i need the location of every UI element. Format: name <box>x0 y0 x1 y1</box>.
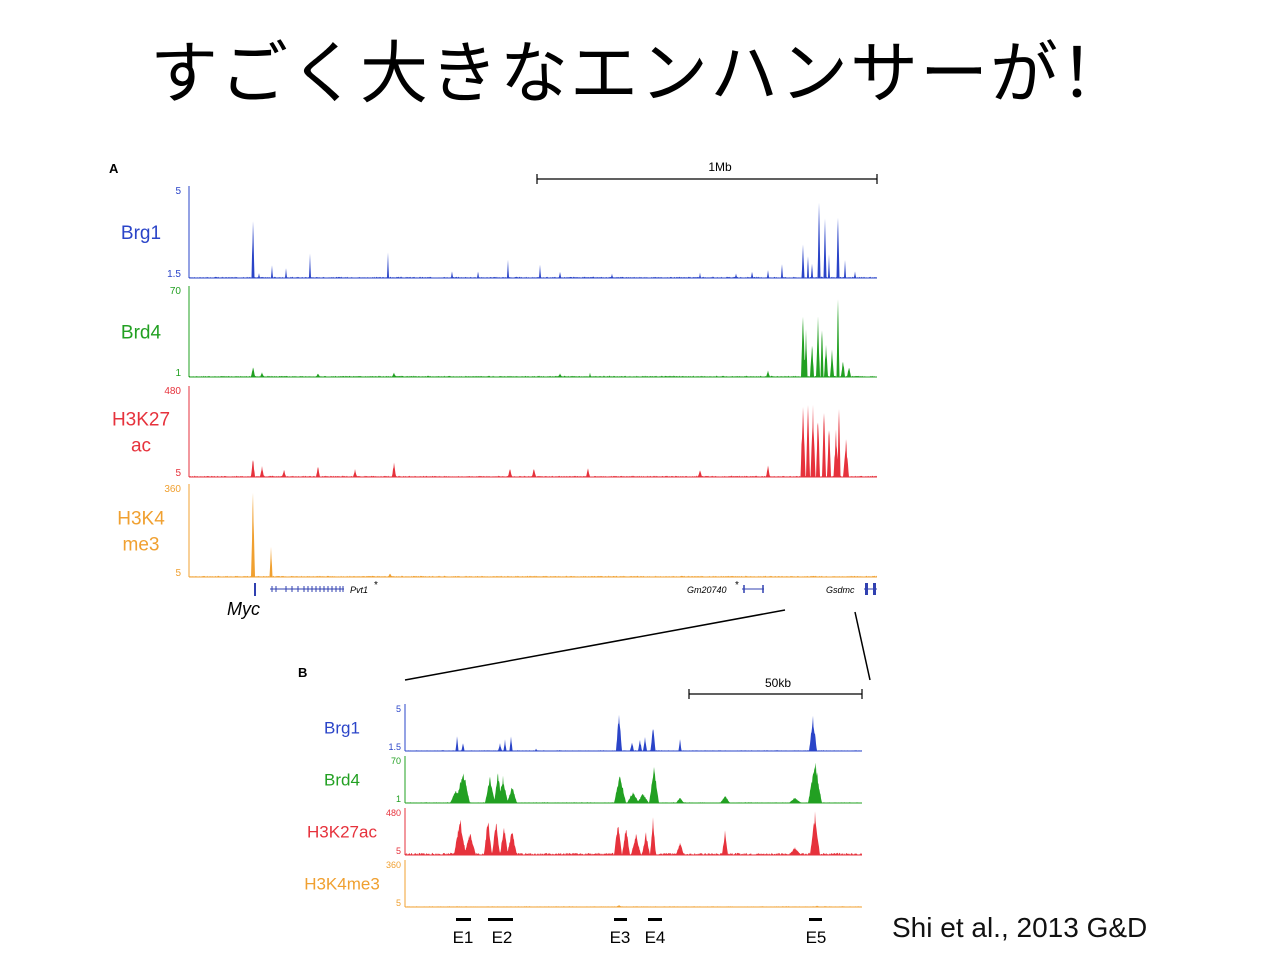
panel-b: B 50kb 5 1.5 Brg1 70 1 Brd4 480 5 H3K27ac 360 5… <box>298 665 863 947</box>
track-b-brd4: 70 1 Brd4 <box>324 756 862 804</box>
track-label-b-3: H3K4me3 <box>304 875 380 894</box>
scale-label-b: 50kb <box>765 676 791 690</box>
signal-a-2 <box>189 404 877 477</box>
ymax-a-1: 70 <box>170 286 182 297</box>
track-a-brg1: 5 1.5 Brg1 <box>121 186 877 280</box>
slide-title: すごく大きなエンハンサーが！ <box>149 35 1130 114</box>
signal-a-3 <box>189 492 877 577</box>
citation: Shi et al., 2013 G&D <box>892 912 1148 943</box>
track-label-b-0: Brg1 <box>324 719 360 738</box>
gene-gm20740-star: * <box>735 580 739 591</box>
track-b-brg1: 5 1.5 Brg1 <box>324 704 862 752</box>
signal-b-0 <box>405 714 862 751</box>
panel-a-label: A <box>109 161 119 176</box>
panel-b-label: B <box>298 665 307 680</box>
signal-a-0 <box>189 202 877 278</box>
track-label-a-3-1: me3 <box>123 535 160 556</box>
gene-gsdmc-label: Gsdmc <box>826 585 855 595</box>
track-b-h3k27ac: 480 5 H3K27ac <box>307 808 862 856</box>
track-label-a-2-1: ac <box>131 436 151 457</box>
zoom-line-right <box>854 611 871 681</box>
track-label-a-3-0: H3K4 <box>117 509 165 530</box>
enhancer-e2: E2 <box>492 928 513 947</box>
ymax-a-0: 5 <box>175 186 181 197</box>
track-label-a-2-0: H3K27 <box>112 410 170 431</box>
track-label-a-1: Brd4 <box>121 323 162 344</box>
panel-a: A 1Mb 5 1.5 Brg1 70 1 Brd4 480 5 H3K27 ac 360 5 H… <box>109 160 878 619</box>
ymax-b-2: 480 <box>386 808 401 818</box>
enhancer-e5: E5 <box>806 928 827 947</box>
signal-b-3 <box>405 905 862 907</box>
ymax-b-0: 5 <box>396 704 401 714</box>
signal-b-2 <box>405 811 862 855</box>
gene-pvt1-label: Pvt1 <box>350 585 368 595</box>
track-label-b-1: Brd4 <box>324 771 360 790</box>
ymax-a-2: 480 <box>164 386 181 397</box>
ymin-a-2: 5 <box>175 468 181 479</box>
signal-a-1 <box>189 299 877 377</box>
ymin-a-0: 1.5 <box>167 269 181 280</box>
ymax-b-1: 70 <box>391 756 401 766</box>
ymin-a-3: 5 <box>175 568 181 579</box>
ymin-b-2: 5 <box>396 846 401 856</box>
gene-myc-label: Myc <box>227 599 260 619</box>
track-a-h3k4me3: 360 5 H3K4 me3 <box>117 484 877 579</box>
enhancer-e1: E1 <box>453 928 474 947</box>
gene-track-a: Myc Pvt1 * Gm20740 * Gsdmc <box>227 580 877 619</box>
enhancer-e4: E4 <box>645 928 666 947</box>
ymin-b-3: 5 <box>396 898 401 908</box>
gene-pvt1-star: * <box>374 580 378 591</box>
track-label-a-0: Brg1 <box>121 223 161 244</box>
track-a-h3k27ac: 480 5 H3K27 ac <box>112 386 877 479</box>
ymin-b-1: 1 <box>396 794 401 804</box>
gene-gm20740-label: Gm20740 <box>687 585 727 595</box>
zoom-line-left <box>404 609 786 681</box>
enhancer-e3: E3 <box>610 928 631 947</box>
signal-b-1 <box>405 762 862 803</box>
ymin-a-1: 1 <box>175 368 181 379</box>
scale-label-a: 1Mb <box>708 160 732 174</box>
ymax-b-3: 360 <box>386 860 401 870</box>
ymax-a-3: 360 <box>164 484 181 495</box>
ymin-b-0: 1.5 <box>388 742 401 752</box>
track-a-brd4: 70 1 Brd4 <box>121 286 877 379</box>
enhancer-marks: E1 E2 E3 E4 E5 <box>453 918 827 947</box>
gene-pvt1-exons <box>271 586 344 592</box>
track-b-h3k4me3: 360 5 H3K4me3 <box>304 860 862 908</box>
track-label-b-2: H3K27ac <box>307 823 377 842</box>
